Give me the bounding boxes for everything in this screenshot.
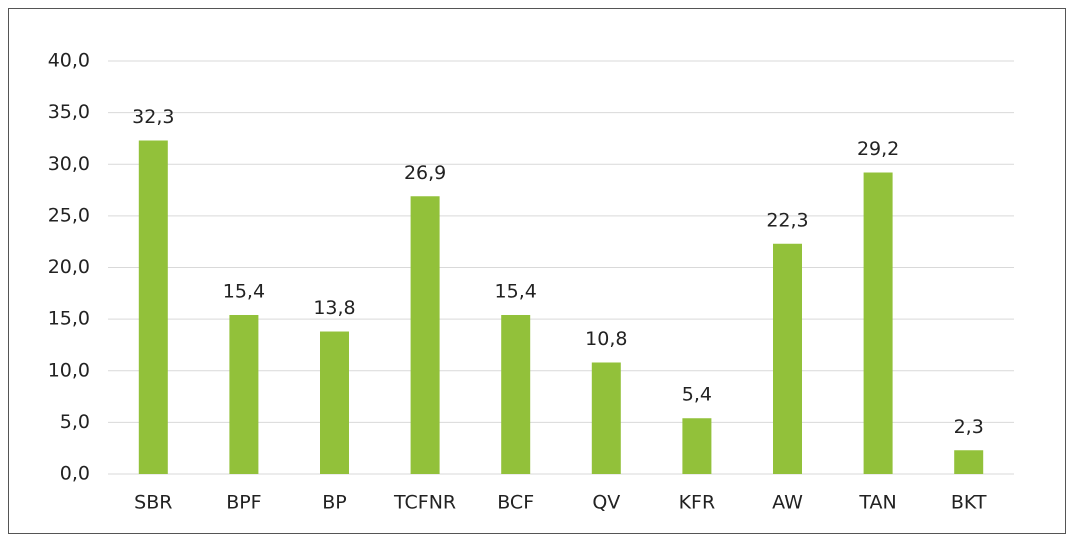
- data-label: 22,3: [766, 209, 808, 231]
- x-tick-label: TAN: [858, 492, 896, 514]
- y-tick-label: 10,0: [48, 359, 90, 381]
- y-tick-label: 0,0: [60, 463, 90, 485]
- y-tick-label: 15,0: [48, 308, 90, 330]
- bar: [138, 140, 168, 474]
- y-tick-label: 35,0: [48, 101, 90, 123]
- data-label: 5,4: [682, 384, 712, 406]
- data-label: 29,2: [857, 138, 899, 160]
- x-tick-label: TCFNR: [393, 492, 456, 514]
- data-label: 13,8: [313, 297, 355, 319]
- x-tick-label: BP: [322, 492, 347, 514]
- bar: [591, 362, 621, 474]
- data-label: 26,9: [404, 162, 446, 184]
- bar: [410, 196, 440, 474]
- bar: [501, 314, 531, 474]
- data-label: 2,3: [954, 416, 984, 438]
- x-tick-label: SBR: [134, 492, 172, 514]
- y-tick-label: 5,0: [60, 411, 90, 433]
- y-tick-label: 30,0: [48, 153, 90, 175]
- bar: [229, 314, 259, 474]
- x-tick-label: BKT: [951, 492, 987, 514]
- x-tick-label: QV: [592, 492, 620, 514]
- x-tick-label: BCF: [497, 492, 534, 514]
- data-label: 15,4: [223, 280, 265, 302]
- bar: [682, 418, 712, 474]
- x-tick-label: KFR: [679, 492, 716, 514]
- bar: [954, 450, 984, 474]
- y-tick-label: 40,0: [48, 50, 90, 72]
- y-tick-label: 20,0: [48, 256, 90, 278]
- data-label: 15,4: [495, 280, 537, 302]
- bar: [863, 172, 893, 474]
- bar: [320, 331, 349, 474]
- data-label: 10,8: [585, 328, 627, 350]
- x-tick-label: BPF: [226, 492, 261, 514]
- bar: [773, 243, 802, 474]
- x-tick-label: AW: [772, 492, 803, 514]
- data-label: 32,3: [132, 106, 174, 128]
- y-tick-label: 25,0: [48, 204, 90, 226]
